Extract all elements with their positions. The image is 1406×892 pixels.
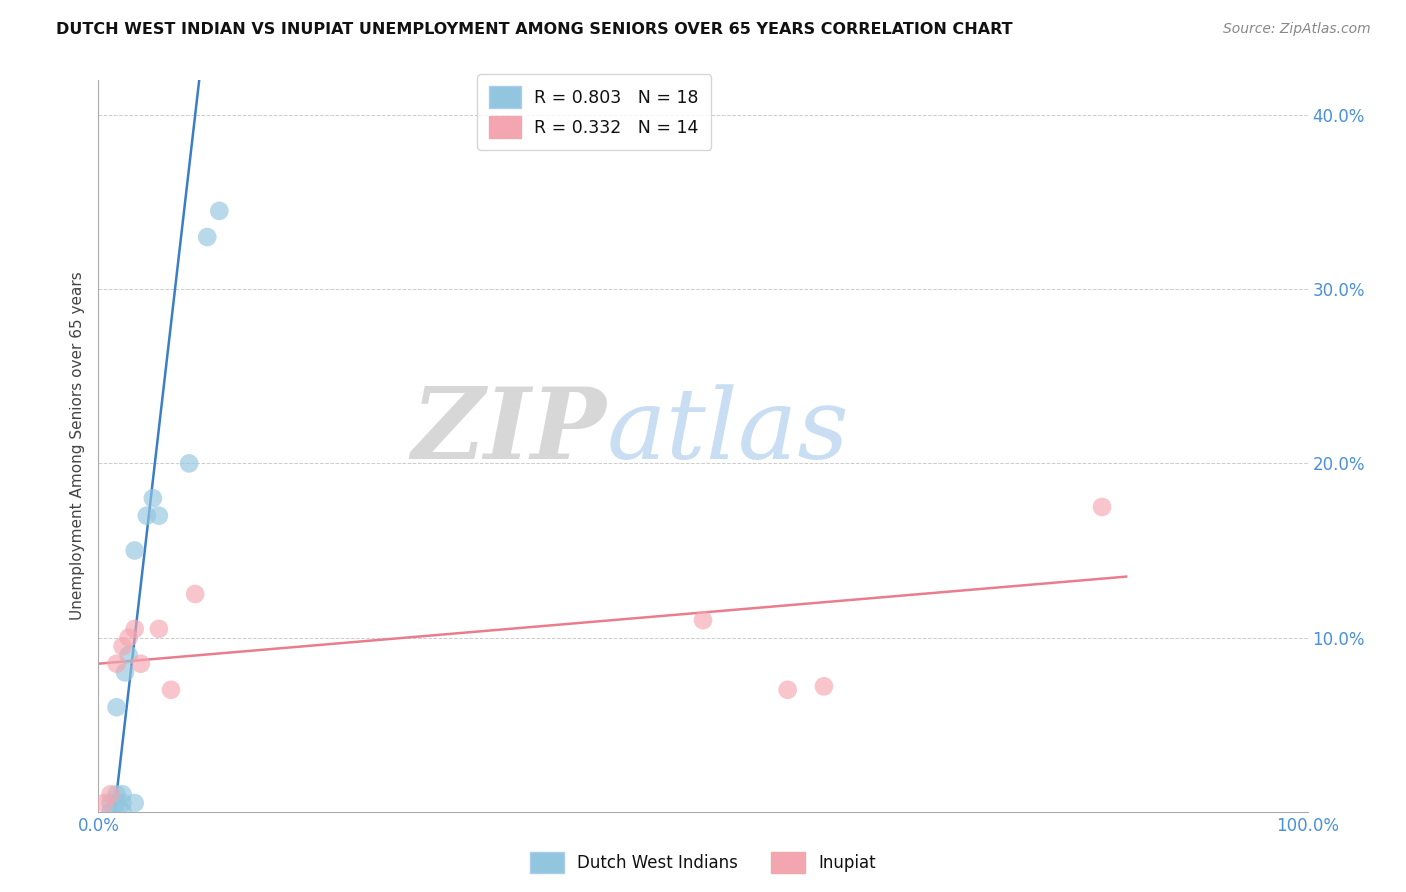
Text: DUTCH WEST INDIAN VS INUPIAT UNEMPLOYMENT AMONG SENIORS OVER 65 YEARS CORRELATIO: DUTCH WEST INDIAN VS INUPIAT UNEMPLOYMEN… <box>56 22 1012 37</box>
Point <box>129 657 152 671</box>
Point <box>124 622 146 636</box>
Point <box>160 682 183 697</box>
Point <box>114 665 136 680</box>
Text: ZIP: ZIP <box>412 384 606 480</box>
Legend: Dutch West Indians, Inupiat: Dutch West Indians, Inupiat <box>524 846 882 880</box>
Point <box>208 203 231 218</box>
Point <box>124 543 146 558</box>
Point <box>100 796 122 810</box>
Point <box>105 657 128 671</box>
Point <box>111 805 134 819</box>
Point <box>105 796 128 810</box>
Point <box>135 508 157 523</box>
Point <box>813 679 835 693</box>
Point <box>105 700 128 714</box>
Point <box>105 787 128 801</box>
Point <box>184 587 207 601</box>
Point <box>179 457 201 471</box>
Point <box>118 648 141 662</box>
Point <box>148 508 170 523</box>
Text: Source: ZipAtlas.com: Source: ZipAtlas.com <box>1223 22 1371 37</box>
Point <box>776 682 799 697</box>
Point <box>124 796 146 810</box>
Point <box>118 631 141 645</box>
Point <box>111 796 134 810</box>
Legend: R = 0.803   N = 18, R = 0.332   N = 14: R = 0.803 N = 18, R = 0.332 N = 14 <box>477 74 711 150</box>
Point <box>142 491 165 506</box>
Point <box>100 787 122 801</box>
Point <box>111 640 134 654</box>
Point <box>100 805 122 819</box>
Y-axis label: Unemployment Among Seniors over 65 years: Unemployment Among Seniors over 65 years <box>69 272 84 620</box>
Point <box>93 796 115 810</box>
Point <box>148 622 170 636</box>
Point <box>195 230 218 244</box>
Point <box>692 613 714 627</box>
Text: atlas: atlas <box>606 384 849 479</box>
Point <box>1091 500 1114 514</box>
Point <box>111 787 134 801</box>
